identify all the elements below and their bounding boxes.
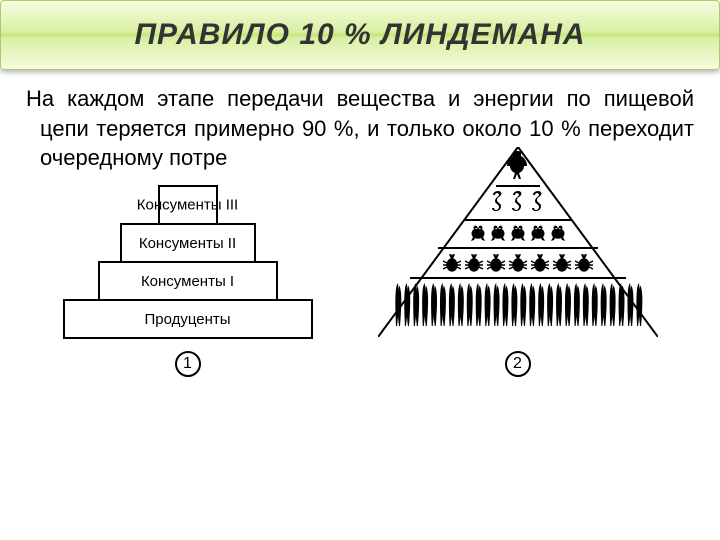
figure-badge-2: 2 bbox=[505, 351, 531, 377]
frog-icon bbox=[469, 225, 487, 243]
pyramid2-row-bird bbox=[378, 149, 658, 183]
pyramid2-divider-0 bbox=[496, 185, 540, 187]
insect-icon bbox=[574, 253, 594, 273]
pyramid1-level-0: Консументы III bbox=[158, 185, 218, 225]
snake-icon bbox=[509, 189, 527, 215]
pyramid1-level-2: Консументы I bbox=[98, 261, 278, 301]
grass-icon bbox=[393, 281, 643, 326]
pyramid1-level-3: Продуценты bbox=[63, 299, 313, 339]
insect-icon bbox=[508, 253, 528, 273]
page-title: ПРАВИЛО 10 % ЛИНДЕМАНА bbox=[134, 18, 585, 52]
snake-icon bbox=[529, 189, 547, 215]
bird-icon bbox=[505, 149, 531, 183]
pyramid2-row-insect bbox=[378, 253, 658, 273]
title-bar: ПРАВИЛО 10 % ЛИНДЕМАНА bbox=[0, 0, 720, 70]
figure-badge-1: 1 bbox=[175, 351, 201, 377]
pyramid2-divider-2 bbox=[438, 247, 598, 249]
frog-icon bbox=[529, 225, 547, 243]
pyramid2-row-snake bbox=[378, 189, 658, 215]
pyramid2-row-frog bbox=[378, 225, 658, 243]
insect-icon bbox=[486, 253, 506, 273]
snake-icon bbox=[489, 189, 507, 215]
insect-icon bbox=[530, 253, 550, 273]
frog-icon bbox=[489, 225, 507, 243]
pyramid2-divider-3 bbox=[410, 277, 626, 279]
ecological-pyramid-pictorial: 2 bbox=[378, 147, 658, 377]
insect-icon bbox=[552, 253, 572, 273]
pyramid2-row-grass bbox=[378, 281, 658, 326]
insect-icon bbox=[442, 253, 462, 273]
pyramid1-level-1: Консументы II bbox=[120, 223, 256, 263]
frog-icon bbox=[509, 225, 527, 243]
pyramid1-label-0: Консументы III bbox=[137, 197, 238, 214]
insect-icon bbox=[464, 253, 484, 273]
frog-icon bbox=[549, 225, 567, 243]
ecological-pyramid-blocks: Консументы IIIКонсументы IIКонсументы IП… bbox=[63, 185, 313, 377]
diagram-row: Консументы IIIКонсументы IIКонсументы IП… bbox=[0, 147, 720, 377]
pyramid2-divider-1 bbox=[465, 219, 571, 221]
